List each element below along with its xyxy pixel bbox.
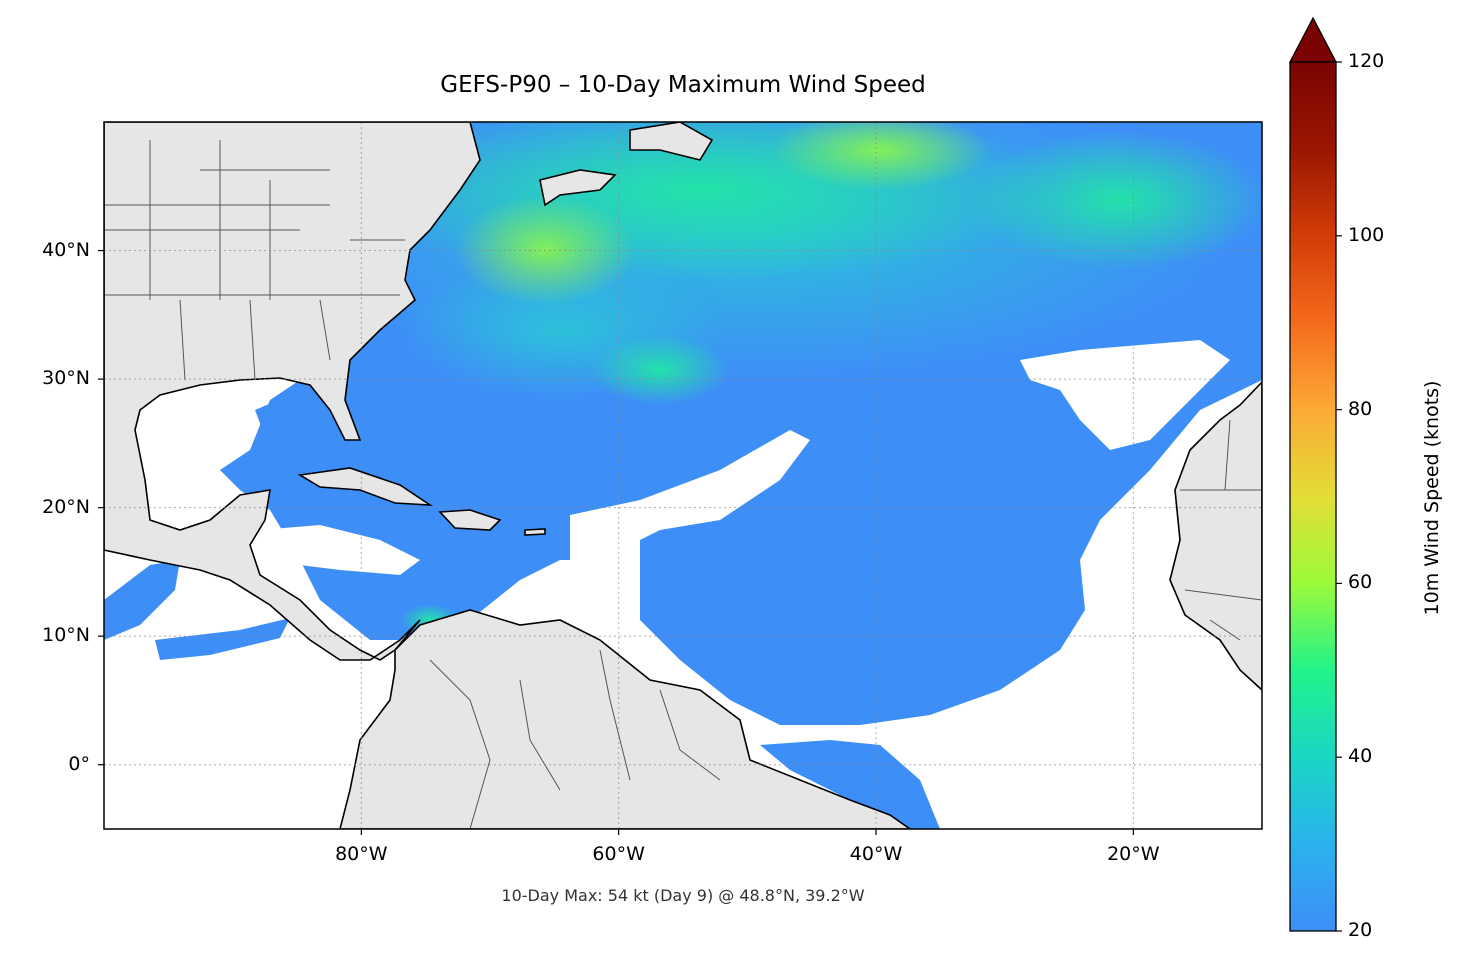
colorbar-frame (1289, 61, 1337, 932)
land-masses (104, 122, 1262, 829)
land-hispaniola (438, 509, 502, 531)
colorbar-tick-label: 120 (1348, 50, 1385, 72)
wind-field-pacific-strip (155, 618, 290, 660)
colorbar-extend-arrow (1288, 16, 1338, 63)
land-puerto-rico (524, 528, 546, 536)
lat-tick-label: 20°N (42, 495, 90, 518)
land-canada-maritimes (539, 169, 617, 207)
land-newfoundland (629, 122, 714, 161)
map-frame (103, 121, 1263, 830)
land-cuba (297, 467, 433, 506)
land-north-america (104, 122, 481, 661)
wind-field-gulf-east (255, 395, 330, 470)
axis-tick-marks (98, 249, 1134, 835)
colorbar-tick-marks (1336, 61, 1342, 932)
colorbar-tick-label: 40 (1348, 745, 1373, 768)
wind-field-teal-south (590, 335, 730, 405)
colorbar-label: 10m Wind Speed (knots) (1421, 380, 1443, 616)
map-area (104, 122, 1262, 829)
map-gridlines (104, 122, 1262, 829)
wind-field-teal-east (970, 130, 1262, 270)
colorbar-tick-label: 20 (1348, 919, 1373, 941)
wind-field-pacific (104, 560, 180, 640)
wind-field-south (760, 740, 940, 829)
land-africa (1169, 380, 1262, 692)
chart-title: GEFS-P90 – 10-Day Maximum Wind Speed (440, 72, 926, 98)
lat-tick-label: 10°N (42, 624, 90, 647)
colorbar-gradient (1290, 62, 1336, 931)
lat-tick-label: 30°N (42, 367, 90, 390)
wind-max-patch-north (770, 122, 990, 190)
colorbar-tick-label: 100 (1348, 223, 1385, 246)
lon-tick-label: 40°W (849, 843, 903, 865)
max-wind-annotation: 10-Day Max: 54 kt (Day 9) @ 48.8°N, 39.2… (501, 886, 865, 905)
lat-tick-label: 40°N (42, 238, 90, 261)
lon-tick-label: 20°W (1107, 843, 1160, 865)
low-wind-gap-caribbean (260, 525, 420, 575)
wind-max-patch-west (455, 195, 635, 305)
colorbar (1288, 16, 1342, 932)
low-wind-gap-central (570, 430, 810, 620)
low-wind-gap-east (1020, 340, 1230, 450)
land-south-america (339, 609, 912, 829)
colorbar-tick-label: 80 (1348, 397, 1373, 420)
state-borders (104, 140, 1262, 829)
lon-tick-label: 60°W (592, 843, 645, 865)
colorbar-tick-label: 60 (1348, 571, 1373, 594)
lat-tick-label: 0° (68, 752, 90, 775)
lon-tick-label: 80°W (335, 843, 388, 865)
